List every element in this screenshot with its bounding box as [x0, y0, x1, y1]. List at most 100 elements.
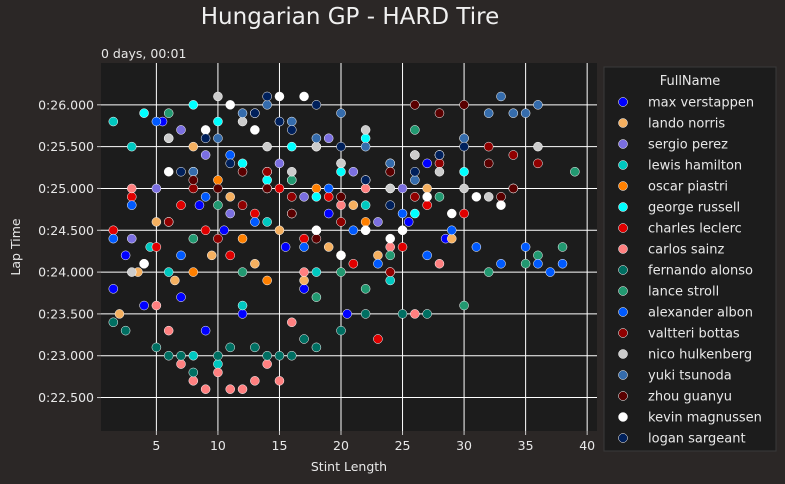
legend-label: logan sargeant: [648, 432, 746, 447]
legend-marker: [618, 97, 628, 107]
data-point: [127, 233, 137, 244]
data-point: [410, 309, 420, 319]
data-point: [225, 100, 235, 110]
data-point: [459, 100, 469, 110]
data-point: [200, 150, 211, 160]
data-point: [274, 183, 285, 194]
legend-label: george russell: [648, 201, 740, 216]
data-point: [188, 376, 199, 386]
legend-marker: [618, 412, 628, 422]
data-point: [250, 376, 260, 386]
data-point: [163, 166, 174, 177]
data-point: [422, 158, 432, 169]
data-point: [213, 175, 223, 185]
data-point: [373, 250, 383, 261]
data-point: [459, 183, 469, 194]
data-point: [127, 267, 137, 277]
data-point: [163, 133, 174, 144]
data-point: [250, 108, 260, 118]
data-point: [176, 125, 186, 135]
legend-marker: [618, 139, 628, 149]
data-point: [262, 183, 272, 194]
legend-label: kevin magnussen: [648, 411, 762, 426]
data-point: [262, 217, 272, 227]
data-point: [360, 175, 371, 185]
data-point: [311, 267, 322, 277]
data-point: [336, 108, 346, 118]
data-point: [311, 133, 322, 144]
legend-label: valtteri bottas: [648, 327, 740, 342]
data-point: [397, 309, 408, 319]
data-point: [108, 233, 119, 244]
legend-label: fernando alonso: [648, 264, 753, 279]
data-point: [274, 350, 285, 361]
legend-label: alexander albon: [648, 306, 753, 321]
data-point: [385, 183, 395, 194]
data-point: [336, 200, 346, 210]
data-point: [274, 91, 285, 102]
data-point: [385, 158, 395, 169]
data-point: [434, 192, 445, 202]
data-point: [287, 350, 297, 361]
x-tick-label: 20: [333, 438, 349, 453]
data-point: [360, 141, 371, 152]
data-point: [459, 133, 469, 144]
data-point: [225, 192, 235, 202]
data-point: [520, 108, 531, 118]
x-tick-label: 25: [395, 438, 411, 453]
data-point: [139, 258, 149, 269]
data-point: [250, 208, 260, 219]
data-point: [360, 309, 371, 319]
data-point: [385, 275, 395, 286]
data-point: [348, 200, 359, 210]
legend-marker: [618, 202, 628, 212]
data-point: [373, 217, 383, 227]
data-point: [520, 258, 531, 269]
data-point: [410, 150, 420, 160]
data-point: [274, 225, 285, 236]
data-point: [360, 133, 371, 144]
data-point: [533, 141, 543, 152]
data-point: [250, 342, 260, 353]
data-point: [225, 158, 235, 169]
legend-marker: [618, 160, 628, 170]
data-point: [471, 192, 482, 202]
data-point: [557, 242, 568, 252]
data-point: [120, 325, 131, 336]
x-axis-ticks: 5 10 15 20 25 30 35 40: [152, 431, 595, 453]
data-point: [483, 192, 494, 202]
legend-title: FullName: [660, 74, 721, 89]
data-point: [299, 233, 309, 244]
data-point: [483, 141, 494, 152]
data-point: [336, 217, 346, 227]
data-point: [262, 141, 272, 152]
data-points: [108, 91, 580, 394]
data-point: [237, 300, 248, 311]
data-point: [188, 367, 199, 378]
data-point: [237, 233, 248, 244]
data-point: [373, 258, 383, 269]
data-point: [397, 183, 408, 194]
data-point: [225, 384, 235, 394]
data-point: [176, 250, 186, 261]
y-axis-label: Lap Time: [8, 218, 23, 275]
chart-title: Hungarian GP - HARD Tire: [200, 4, 500, 30]
data-point: [262, 175, 272, 185]
data-point: [287, 317, 297, 328]
data-point: [434, 158, 445, 169]
data-point: [410, 208, 420, 219]
y-tick-label: 0:25.000: [38, 181, 94, 196]
data-point: [151, 183, 162, 194]
time-annotation: 0 days, 00:01: [101, 46, 186, 61]
data-point: [287, 125, 297, 135]
data-point: [336, 250, 346, 261]
data-point: [311, 141, 322, 152]
data-point: [410, 100, 420, 110]
data-point: [250, 258, 260, 269]
data-point: [533, 158, 543, 169]
data-point: [163, 108, 174, 118]
legend-marker: [618, 349, 628, 359]
data-point: [170, 275, 180, 286]
data-point: [336, 267, 346, 277]
data-point: [151, 116, 162, 127]
